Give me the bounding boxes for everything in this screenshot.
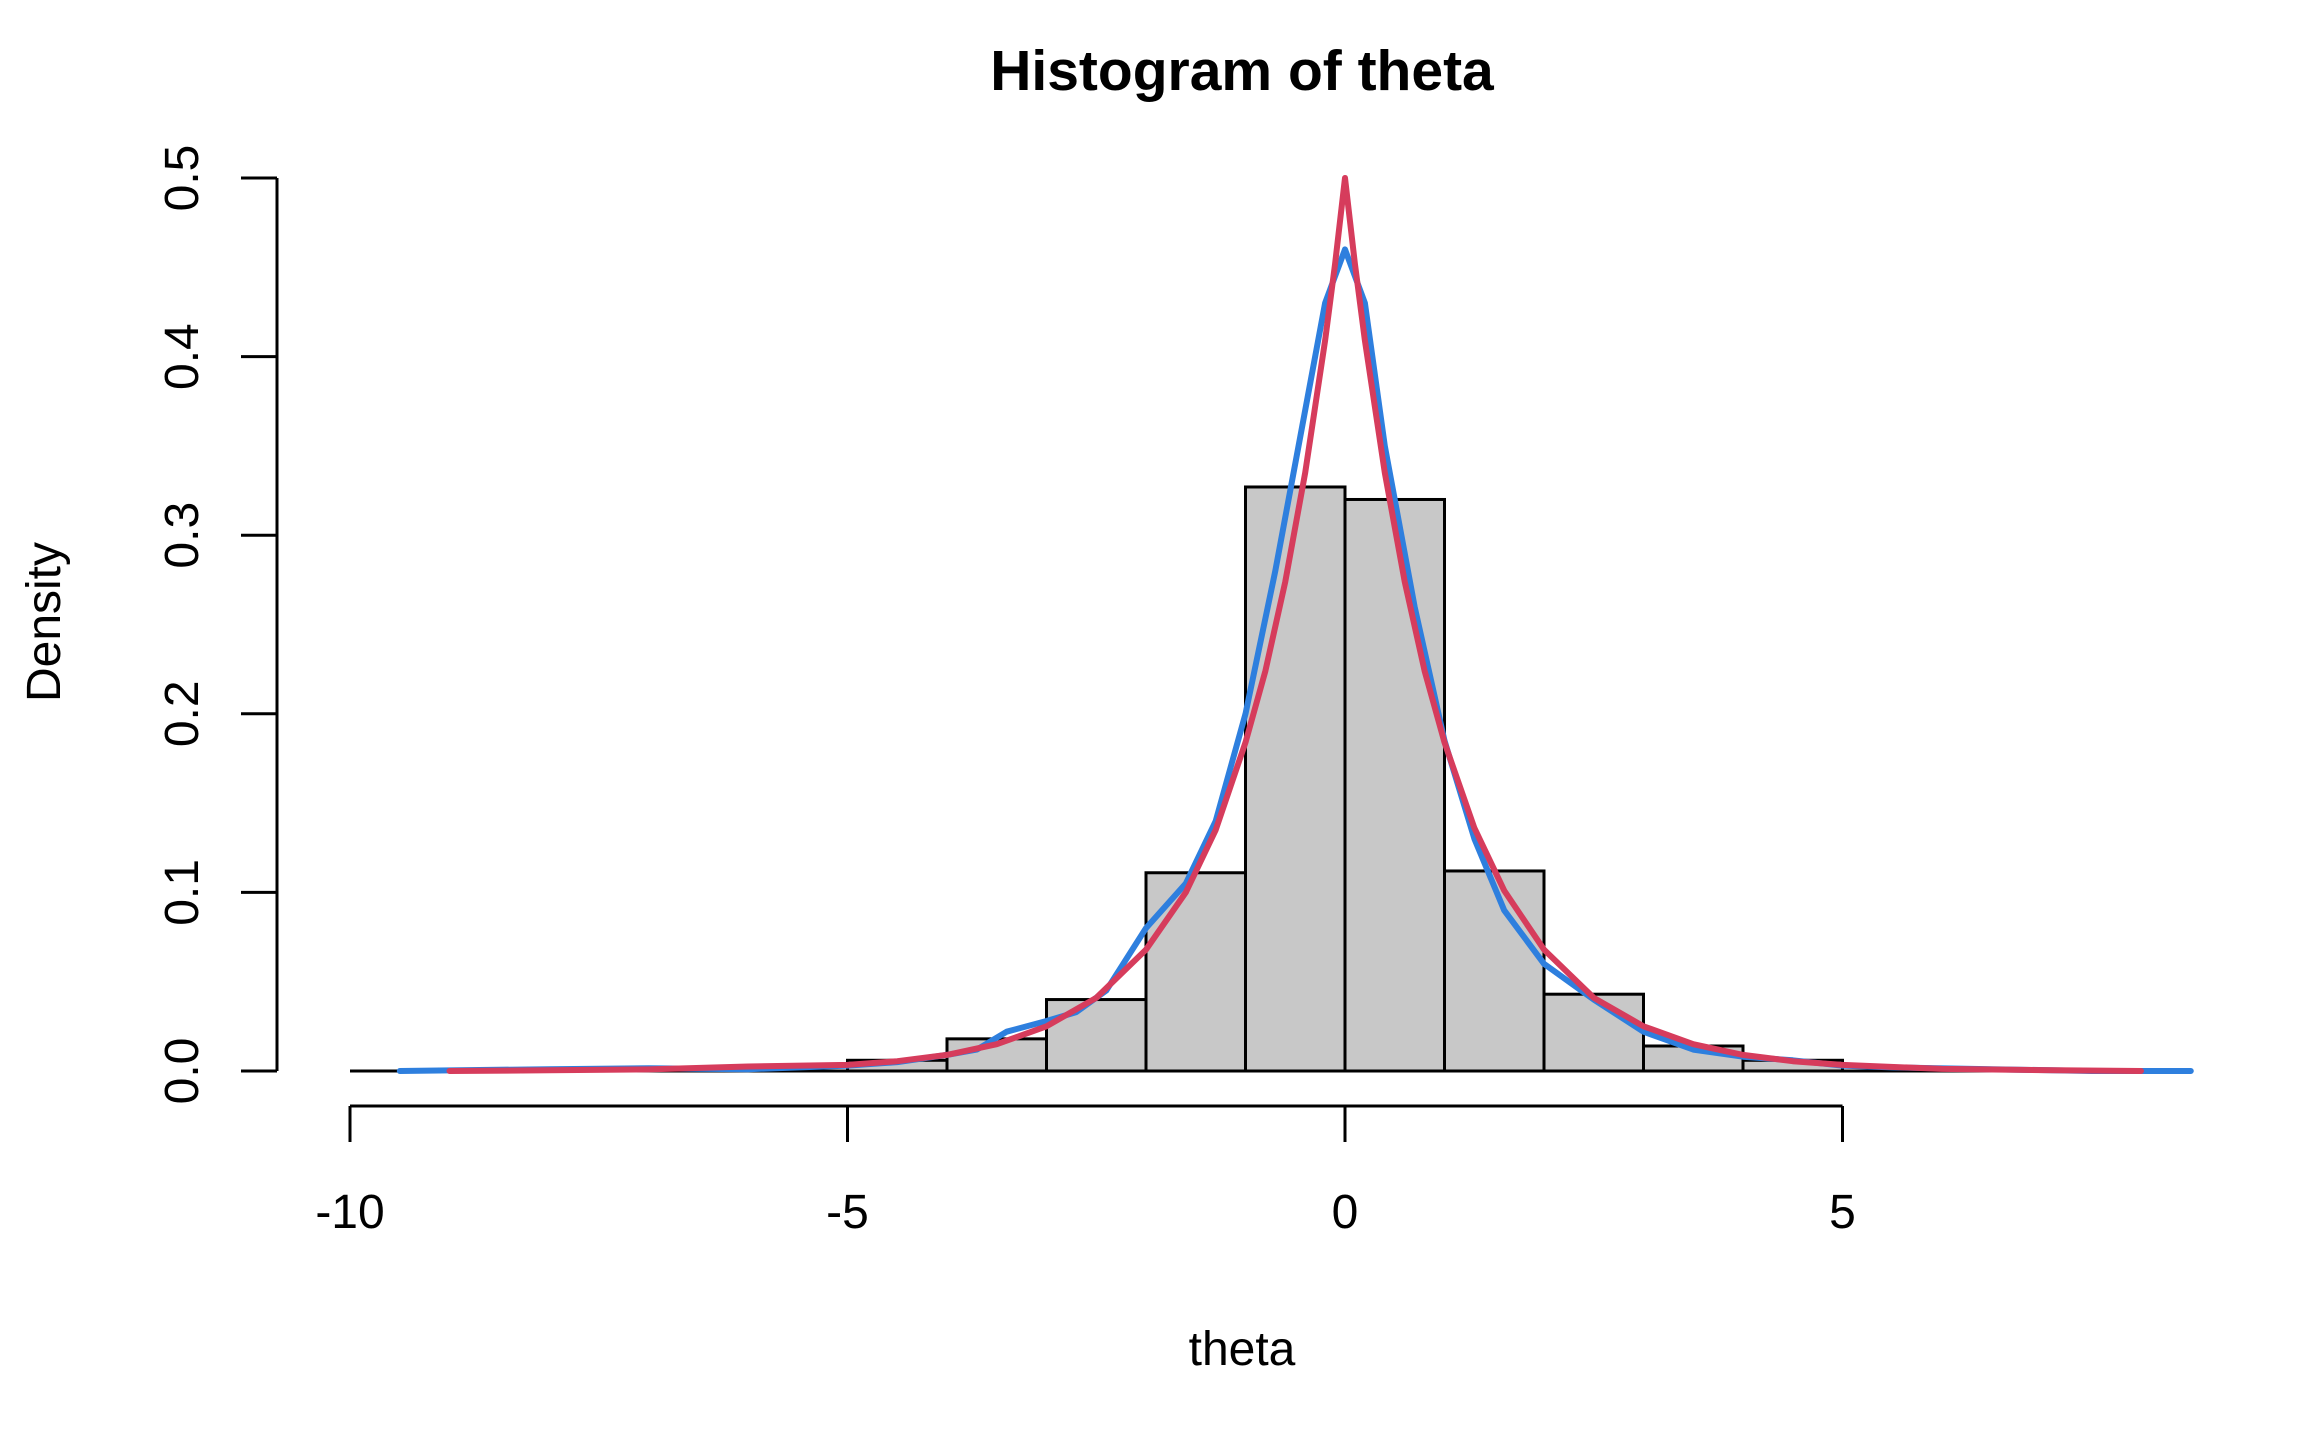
histogram-bar xyxy=(1343,497,1446,1073)
y-tick-label: 0.3 xyxy=(156,502,209,569)
histogram-bars xyxy=(350,485,2141,1073)
histogram-bar xyxy=(1542,992,1645,1073)
y-tick-label: 0.5 xyxy=(156,145,209,212)
histogram-bar xyxy=(1244,485,1347,1073)
y-tick-label: 0.0 xyxy=(156,1038,209,1105)
y-tick-label: 0.2 xyxy=(156,680,209,747)
x-axis-label: theta xyxy=(1189,1323,1296,1376)
histogram-bar xyxy=(1443,869,1546,1073)
fitted-density-curve xyxy=(446,175,2144,1074)
histogram-bar xyxy=(1144,871,1247,1073)
y-axis-label: Density xyxy=(18,542,71,702)
x-tick-label: 5 xyxy=(1829,1186,1856,1239)
y-tick-label: 0.4 xyxy=(156,323,209,390)
x-tick-label: -5 xyxy=(826,1186,869,1239)
histogram-bar xyxy=(1045,998,1148,1073)
x-axis: -10 -5 0 5 xyxy=(315,1104,1856,1239)
x-tick-label: 0 xyxy=(1332,1186,1359,1239)
chart-title: Histogram of theta xyxy=(990,39,1495,103)
x-tick-label: -10 xyxy=(315,1186,384,1239)
y-axis: 0.0 0.1 0.2 0.3 0.4 0.5 xyxy=(156,145,279,1105)
density-curves xyxy=(396,175,2194,1074)
y-tick-label: 0.1 xyxy=(156,859,209,926)
